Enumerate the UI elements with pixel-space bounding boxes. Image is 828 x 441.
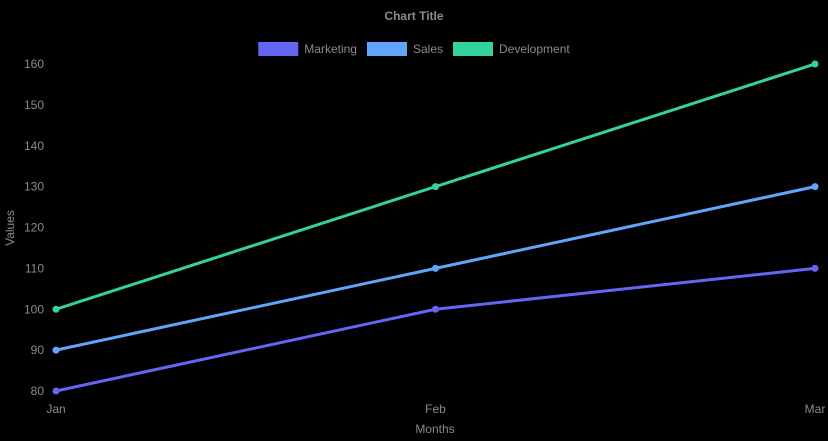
x-tick-label: Jan bbox=[46, 402, 65, 416]
legend-swatch bbox=[366, 42, 407, 56]
legend-item[interactable]: Marketing bbox=[258, 42, 357, 56]
data-point bbox=[52, 387, 60, 395]
series-line bbox=[54, 266, 817, 393]
data-point bbox=[811, 264, 819, 272]
legend-label: Sales bbox=[413, 42, 443, 56]
y-tick-label: 100 bbox=[24, 302, 44, 316]
y-tick-label: 90 bbox=[31, 343, 45, 357]
data-point bbox=[811, 183, 819, 191]
y-tick-label: 140 bbox=[24, 139, 44, 153]
data-point bbox=[52, 346, 60, 354]
y-tick-label: 130 bbox=[24, 180, 44, 194]
legend-item[interactable]: Sales bbox=[366, 42, 443, 56]
legend-label: Development bbox=[499, 42, 570, 56]
legend-item[interactable]: Development bbox=[453, 42, 570, 56]
x-tick-label: Feb bbox=[425, 402, 446, 416]
x-axis-ticks: Jan Feb Mar bbox=[46, 402, 825, 416]
y-tick-label: 150 bbox=[24, 98, 44, 112]
y-tick-label: 120 bbox=[24, 221, 44, 235]
legend: Marketing Sales Development bbox=[258, 42, 570, 56]
x-axis-title: Months bbox=[415, 422, 454, 436]
legend-label: Marketing bbox=[304, 42, 357, 56]
y-axis-title: Values bbox=[3, 210, 17, 246]
series-points bbox=[52, 60, 819, 395]
data-point bbox=[811, 60, 819, 68]
data-point bbox=[432, 305, 439, 313]
data-point bbox=[432, 183, 439, 191]
series-lines bbox=[54, 62, 817, 393]
data-point bbox=[52, 305, 60, 313]
legend-swatch bbox=[453, 42, 493, 56]
y-tick-label: 80 bbox=[31, 384, 45, 398]
x-tick-label: Mar bbox=[805, 402, 826, 416]
data-point bbox=[432, 264, 439, 272]
y-tick-label: 160 bbox=[24, 57, 44, 71]
y-axis-ticks: 80 90 100 110 120 130 140 150 160 bbox=[24, 57, 44, 398]
chart-title: Chart Title bbox=[384, 9, 443, 23]
legend-swatch bbox=[258, 42, 299, 56]
y-tick-label: 110 bbox=[25, 261, 44, 275]
